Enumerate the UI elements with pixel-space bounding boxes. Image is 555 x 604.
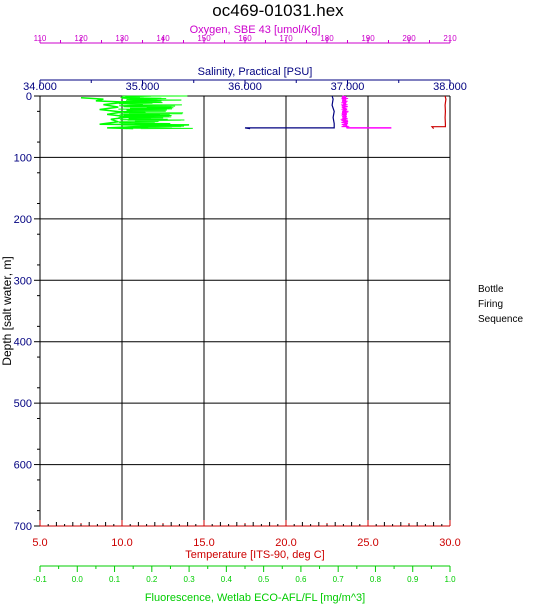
y-tick-label: 200 — [14, 214, 32, 226]
axis-tick-label: 0.3 — [184, 575, 196, 584]
side-note-line: Sequence — [478, 314, 524, 325]
axis-tick-label: 5.0 — [32, 537, 47, 549]
y-axis-label: Depth [salt water, m] — [0, 256, 14, 365]
axis-tick-label: 1.0 — [444, 575, 456, 584]
axis-tick-label: -0.1 — [33, 575, 47, 584]
axis-title: Salinity, Practical [PSU] — [198, 66, 313, 78]
axis-tick-label: 0.7 — [333, 575, 345, 584]
salinity-series — [244, 95, 335, 130]
axis-title: Oxygen, SBE 43 [umol/Kg] — [190, 24, 321, 36]
axis-tick-label: 0.4 — [221, 575, 233, 584]
y-tick-label: 100 — [14, 152, 32, 164]
axis-tick-label: 0.0 — [72, 575, 84, 584]
axis-tick-label: 0.9 — [407, 575, 419, 584]
bottle-firing-sequence-label: Bottle Firing Sequence — [478, 282, 548, 327]
axis-tick-label: 37.000 — [331, 81, 365, 93]
oxygen-axis: 110 120 130 140 150 160 170 180 190 200 210 Oxygen,… — [34, 24, 457, 44]
axis-tick-label: 170 — [279, 34, 293, 43]
fluorescence-profile-line — [80, 97, 190, 130]
axis-tick-label: 38.000 — [433, 81, 467, 93]
oxygen-profile-line — [343, 96, 392, 129]
oxygen-series — [339, 95, 392, 129]
axis-tick-label: 200 — [402, 34, 416, 43]
axis-tick-label: 20.0 — [275, 537, 296, 549]
side-note-line: Bottle — [478, 284, 504, 295]
axis-tick-label: 34.000 — [23, 81, 57, 93]
y-tick-label: 700 — [14, 521, 32, 533]
axis-tick-label: 35.000 — [126, 81, 160, 93]
axis-tick-label: 25.0 — [357, 537, 378, 549]
axis-tick-label: 0.5 — [258, 575, 270, 584]
axis-tick-label: 110 — [34, 34, 47, 43]
y-tick-label: 400 — [14, 337, 32, 349]
axis-tick-label: 15.0 — [193, 537, 214, 549]
y-tick-label: 500 — [14, 398, 32, 410]
axis-tick-label: 0.8 — [370, 575, 382, 584]
axis-tick-label: 0.1 — [109, 575, 121, 584]
axis-tick-label: 0.6 — [295, 575, 307, 584]
side-note-line: Firing — [478, 299, 504, 310]
axis-title: Temperature [ITS-90, deg C] — [185, 549, 324, 561]
axis-tick-label: 120 — [74, 34, 88, 43]
salinity-profile-line — [244, 95, 335, 130]
axis-tick-label: 130 — [115, 34, 129, 43]
axis-tick-label: 190 — [361, 34, 375, 43]
axis-tick-label: 160 — [238, 34, 252, 43]
y-tick-label: 0 — [26, 91, 32, 103]
temperature-profile-line — [430, 95, 447, 129]
axis-tick-label: 10.0 — [111, 537, 132, 549]
axis-tick-label: 180 — [320, 34, 334, 43]
y-tick-label: 300 — [14, 275, 32, 287]
y-tick-label: 600 — [14, 460, 32, 472]
fluorescence-axis: -0.1 0.0 0.1 0.2 0.3 0.4 0.5 0.6 0.7 0.8 0.9 1.0 Flu… — [33, 565, 456, 604]
fluorescence-noise-line — [118, 95, 193, 130]
axis-tick-label: 210 — [443, 34, 457, 43]
chart-title: oc469-01031.hex — [212, 1, 344, 20]
axis-tick-label: 140 — [156, 34, 170, 43]
fluorescence-series — [80, 95, 193, 130]
temperature-axis: 5.0 10.0 15.0 20.0 25.0 30.0 Temperature [ITS-… — [32, 520, 461, 561]
axis-tick-label: 30.0 — [439, 537, 460, 549]
axis-tick-label: 36.000 — [228, 81, 262, 93]
axis-tick-label: 0.2 — [146, 575, 158, 584]
axis-tick-label: 150 — [197, 34, 211, 43]
axis-title: Fluorescence, Wetlab ECO-AFL/FL [mg/m^3] — [145, 592, 365, 604]
salinity-axis: 34.000 35.000 36.000 37.000 38.000 Salinity, … — [23, 66, 467, 93]
temperature-series — [430, 95, 447, 129]
